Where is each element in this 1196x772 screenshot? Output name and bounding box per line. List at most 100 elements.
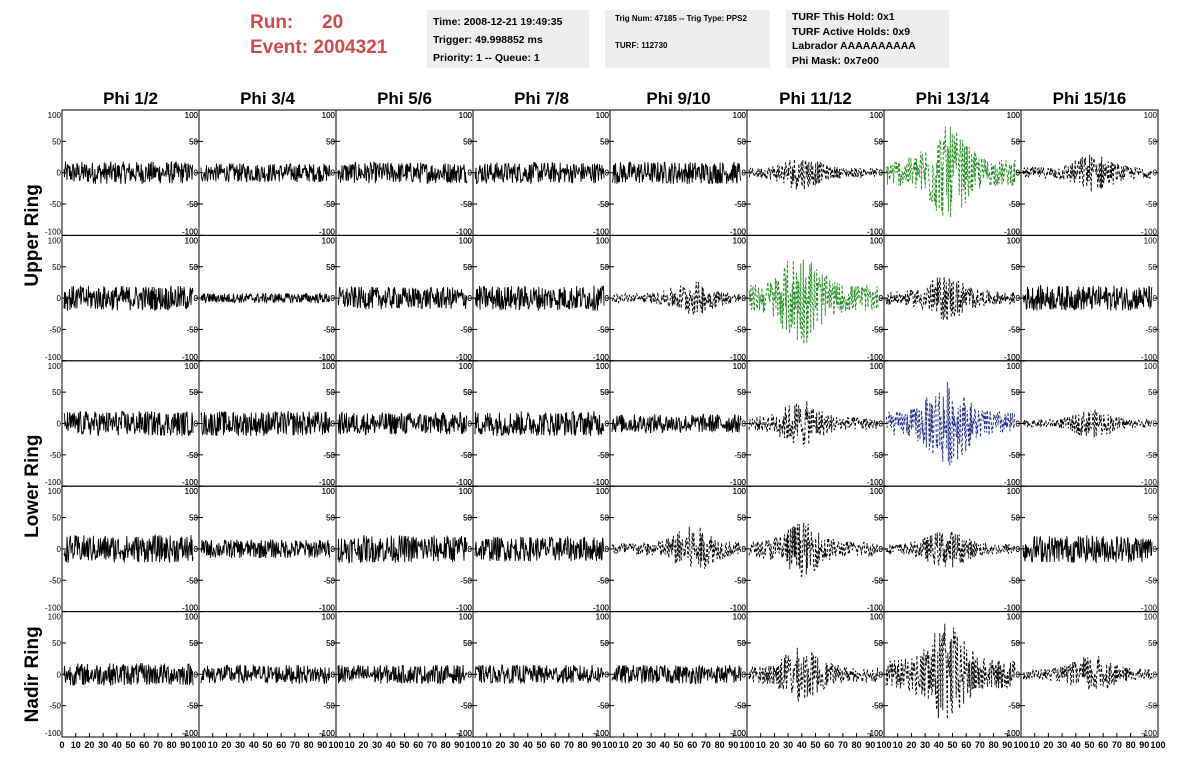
x-tick-label: 10: [71, 740, 81, 750]
y-tick-label: 100: [1007, 613, 1021, 622]
y-tick-label: 100: [1007, 362, 1021, 371]
waveform-trace: [1022, 535, 1153, 564]
y-tick-label-right: 50: [1148, 137, 1157, 146]
y-tick-label-right: -50: [1008, 576, 1020, 585]
waveform-trace: [337, 410, 468, 436]
y-tick-label-right: 50: [737, 514, 746, 523]
x-tick-label: 50: [536, 740, 546, 750]
y-tick-label: -50: [1008, 576, 1020, 585]
waveform-trace: [885, 382, 1016, 466]
y-tick-label-right: 50: [600, 514, 609, 523]
y-tick-label-right: 50: [874, 263, 883, 272]
y-tick-label: -100: [593, 353, 610, 362]
waveform-trace: [748, 259, 879, 344]
y-tick-label-right: -50: [597, 702, 609, 711]
y-tick-label: 0: [605, 670, 610, 679]
x-tick-label: 100: [739, 740, 754, 750]
turf-text: TURF: 112730: [615, 41, 668, 50]
y-tick-label: -50: [49, 200, 61, 209]
y-tick-label-right: -100: [867, 353, 884, 362]
x-tick-label: 70: [153, 740, 163, 750]
y-tick-label: 50: [326, 263, 335, 272]
y-tick-label-right: 100: [596, 111, 610, 120]
y-tick-label-right: -50: [871, 702, 883, 711]
y-tick-label: 100: [1007, 111, 1021, 120]
y-tick-label-right: -100: [456, 478, 473, 487]
y-tick-label-right: 0: [742, 545, 747, 554]
y-tick-label: 100: [322, 613, 336, 622]
y-tick-label-right: -100: [593, 478, 610, 487]
panel-frame: [746, 485, 885, 613]
y-tick-label-right: 50: [1011, 639, 1020, 648]
y-tick-label: -100: [319, 604, 336, 613]
y-tick-label-right: 0: [742, 294, 747, 303]
y-tick-label-right: -50: [871, 325, 883, 334]
y-tick-label-right: -50: [460, 451, 472, 460]
y-tick-label-right: -50: [734, 702, 746, 711]
x-tick-label: 40: [1071, 740, 1081, 750]
y-tick-label: -100: [593, 729, 610, 738]
labrador-text: Labrador AAAAAAAAAA: [792, 40, 916, 52]
y-tick-label-right: 0: [605, 294, 610, 303]
x-tick-label: 20: [769, 740, 779, 750]
y-tick-label-right: 0: [879, 670, 884, 679]
y-tick-label: 50: [189, 388, 198, 397]
y-tick-label: -100: [45, 353, 62, 362]
y-tick-label: -100: [593, 227, 610, 236]
y-tick-label: 0: [468, 420, 473, 429]
x-tick-label: 10: [756, 740, 766, 750]
y-tick-label-right: -100: [182, 353, 199, 362]
y-tick-label: -100: [1004, 227, 1021, 236]
y-tick-label-right: -100: [182, 729, 199, 738]
y-tick-label: 100: [596, 487, 610, 496]
y-tick-label-right: 100: [185, 487, 199, 496]
y-tick-label: 0: [742, 545, 747, 554]
y-tick-label-right: 50: [1011, 263, 1020, 272]
y-tick-label-right: 50: [326, 514, 335, 523]
y-tick-label: 100: [322, 487, 336, 496]
waveform-trace: [885, 277, 1016, 321]
y-tick-label-right: 0: [331, 545, 336, 554]
y-tick-label-right: -50: [1145, 325, 1157, 334]
y-tick-label-right: -100: [1141, 227, 1158, 236]
y-tick-label-right: -50: [460, 200, 472, 209]
y-tick-label: 50: [326, 639, 335, 648]
y-tick-label: -50: [871, 702, 883, 711]
y-tick-label: -50: [49, 576, 61, 585]
y-tick-label-right: 100: [1144, 362, 1158, 371]
y-tick-label: 0: [57, 670, 62, 679]
y-tick-label-right: 50: [463, 514, 472, 523]
waveform-trace: [474, 663, 605, 685]
y-tick-label-right: -50: [871, 576, 883, 585]
y-tick-label-right: -100: [593, 227, 610, 236]
y-tick-label: -50: [460, 451, 472, 460]
x-tick-label: 70: [838, 740, 848, 750]
trigger-text: Trigger: 49.998852 ms: [433, 34, 543, 46]
x-tick-label: 70: [427, 740, 437, 750]
y-tick-label-right: 50: [737, 263, 746, 272]
y-tick-label: 100: [48, 613, 62, 622]
y-tick-label-right: 0: [1016, 420, 1021, 429]
x-tick-label: 40: [249, 740, 259, 750]
waveform-trace: [1022, 656, 1153, 690]
run-label: Run:: [250, 12, 294, 33]
y-tick-label: 50: [737, 514, 746, 523]
x-tick-label: 80: [852, 740, 862, 750]
y-tick-label-right: 100: [1007, 111, 1021, 120]
y-tick-label: 50: [463, 388, 472, 397]
y-tick-label: 0: [1016, 294, 1021, 303]
waveform-trace: [63, 285, 194, 311]
y-tick-label: 100: [48, 362, 62, 371]
x-tick-label: 30: [98, 740, 108, 750]
y-tick-label-right: 0: [468, 545, 473, 554]
y-tick-label: 50: [600, 514, 609, 523]
y-tick-label: 0: [1016, 169, 1021, 178]
waveform-trace: [885, 623, 1016, 720]
y-tick-label: 50: [326, 388, 335, 397]
event-value: 2004321: [313, 37, 388, 58]
y-tick-label: -100: [593, 478, 610, 487]
y-tick-label-right: -100: [319, 604, 336, 613]
y-tick-label: 100: [870, 613, 884, 622]
x-tick-label: 70: [1112, 740, 1122, 750]
y-tick-label-right: 50: [1011, 137, 1020, 146]
